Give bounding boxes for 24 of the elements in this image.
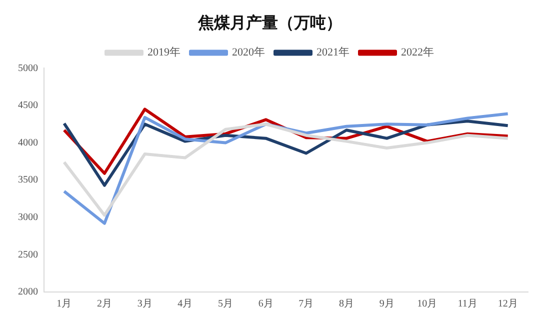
chart-title: 焦煤月产量（万吨） [197,12,342,32]
legend-label: 2020年 [232,46,265,59]
x-tick-label: 2月 [97,298,112,310]
x-tick-label: 7月 [298,298,314,310]
legend-label: 2019年 [148,46,180,59]
y-tick-label: 2500 [18,249,38,260]
x-tick-label: 6月 [258,298,274,310]
legend-label: 2022年 [401,46,434,59]
x-tick-label: 4月 [178,298,193,310]
legend-label: 2021年 [316,46,350,59]
x-tick-label: 10月 [417,298,438,310]
x-tick-label: 3月 [137,298,152,310]
x-tick-label: 8月 [339,298,354,310]
x-tick-label: 5月 [218,298,233,310]
x-tick-label: 12月 [498,298,518,310]
y-tick-label: 5000 [18,62,38,74]
x-tick-label: 11月 [458,298,478,310]
y-tick-label: 2000 [18,286,38,298]
y-tick-label: 4000 [18,137,38,148]
x-tick-label: 1月 [56,298,72,310]
y-tick-label: 4500 [18,100,38,112]
x-tick-label: 9月 [379,298,394,310]
y-tick-label: 3500 [18,174,38,186]
y-tick-label: 3000 [18,212,38,224]
